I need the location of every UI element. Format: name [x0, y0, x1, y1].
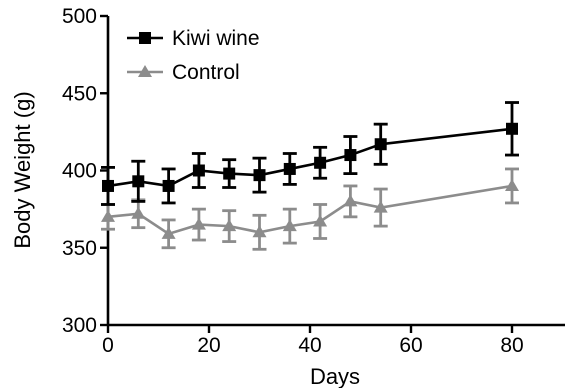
control-point	[505, 178, 519, 191]
kiwi-wine-point	[192, 164, 205, 177]
x-axis-title: Days	[310, 364, 360, 388]
kiwi-wine-point	[162, 179, 175, 192]
y-tick-label: 300	[62, 314, 97, 337]
kiwi-wine-point	[374, 138, 387, 151]
kiwi-wine-point	[132, 175, 145, 188]
legend-item-control: Control	[127, 61, 240, 84]
kiwi-wine-point	[223, 167, 236, 180]
y-tick-label: 400	[62, 160, 97, 183]
series-layer	[101, 101, 519, 251]
y-axis-title: Body Weight (g)	[10, 91, 35, 248]
legend-swatch-marker	[139, 32, 151, 44]
kiwi-wine-point	[102, 179, 114, 192]
x-tick-label: 0	[102, 334, 114, 357]
kiwi-wine-point	[344, 149, 357, 162]
ticks: 300 350 400 450 500 0 20 40 60 80	[62, 5, 524, 357]
x-tick-label: 20	[197, 334, 220, 357]
legend-label: Kiwi wine	[172, 27, 260, 50]
control-point	[191, 217, 206, 230]
y-tick-label: 450	[62, 82, 97, 105]
control-point	[313, 214, 328, 227]
control-point	[252, 225, 267, 238]
control-point	[161, 226, 176, 239]
kiwi-wine-point	[506, 122, 518, 135]
x-tick-label: 40	[298, 334, 321, 357]
x-tick-label: 60	[399, 334, 422, 357]
kiwi-wine-point	[253, 169, 266, 182]
legend-label: Control	[172, 61, 240, 84]
legend-swatch-marker	[138, 65, 152, 77]
control-point	[373, 200, 388, 213]
control-point	[101, 209, 115, 222]
control-point	[282, 219, 297, 232]
legend: Kiwi wine Control	[127, 27, 260, 84]
y-tick-label: 350	[62, 237, 97, 260]
kiwi-wine-series	[101, 101, 519, 206]
y-tick-label: 500	[62, 5, 97, 28]
kiwi-wine-point	[283, 162, 296, 175]
control-point	[131, 206, 146, 219]
x-tick-label: 80	[500, 334, 523, 357]
kiwi-wine-point	[314, 156, 327, 169]
control-point	[343, 194, 358, 207]
control-series	[101, 167, 519, 251]
control-point	[222, 219, 237, 232]
legend-item-kiwi-wine: Kiwi wine	[127, 27, 260, 50]
